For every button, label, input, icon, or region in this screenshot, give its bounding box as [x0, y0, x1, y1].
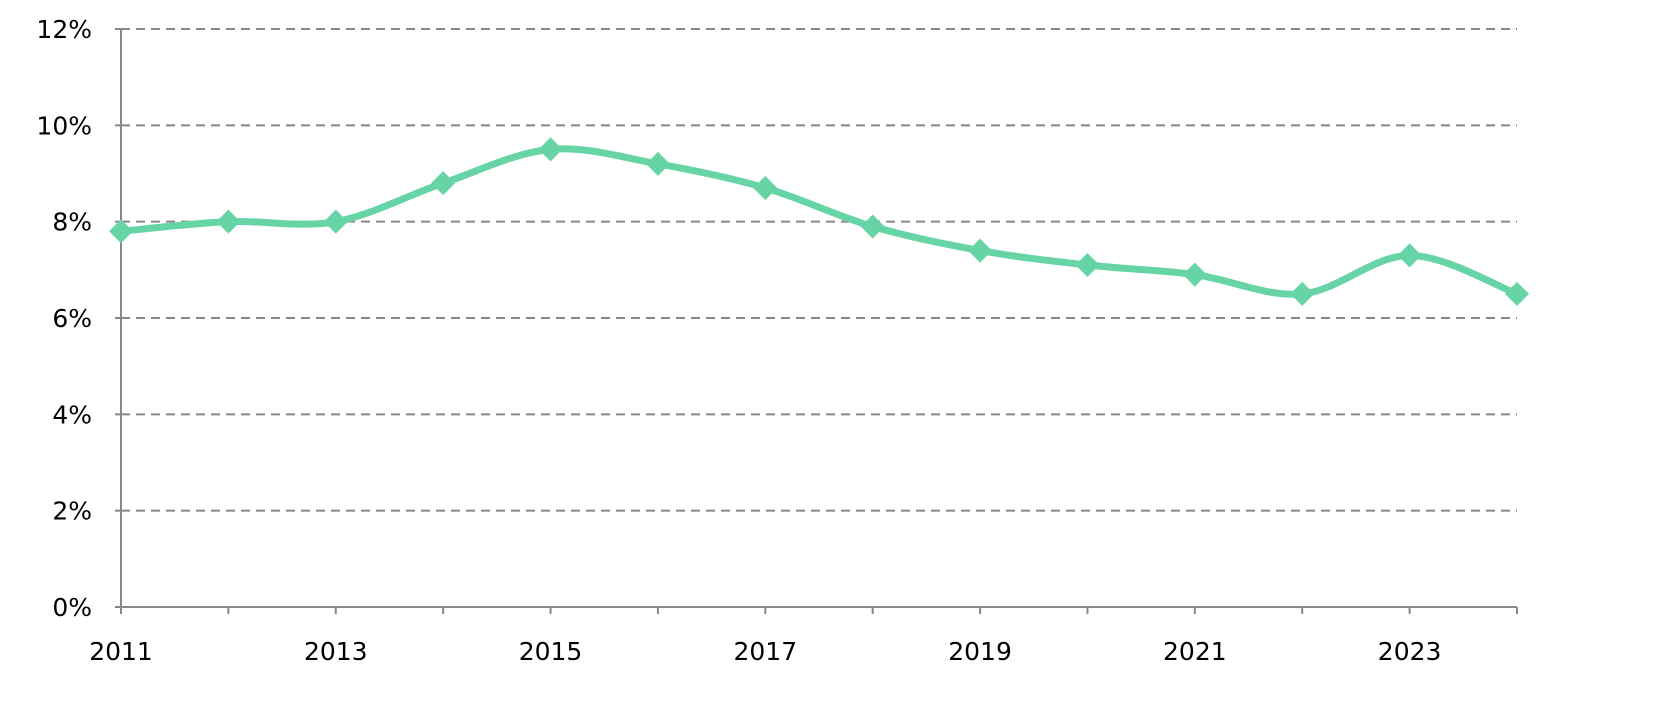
- data-point-marker: [860, 214, 885, 239]
- y-tick-label: 2%: [52, 497, 92, 526]
- y-tick-label: 8%: [52, 208, 92, 237]
- data-point-marker: [431, 171, 456, 196]
- x-tick-label: 2023: [1378, 637, 1442, 666]
- x-tick-label: 2013: [304, 637, 368, 666]
- y-tick-label: 4%: [52, 400, 92, 429]
- x-tick-label: 2017: [733, 637, 797, 666]
- y-tick-label: 0%: [52, 593, 92, 622]
- data-point-marker: [1397, 243, 1422, 268]
- x-tick-label: 2021: [1163, 637, 1227, 666]
- x-tick-label: 2019: [948, 637, 1012, 666]
- x-tick-label: 2015: [519, 637, 583, 666]
- data-point-marker: [1290, 281, 1315, 306]
- data-point-marker: [216, 209, 241, 234]
- data-point-marker: [753, 175, 778, 200]
- data-point-marker: [109, 219, 133, 244]
- data-point-marker: [1182, 262, 1207, 287]
- data-point-marker: [968, 238, 993, 263]
- data-point-marker: [645, 151, 670, 176]
- y-tick-label: 6%: [52, 304, 92, 333]
- data-point-marker: [538, 137, 563, 162]
- y-tick-label: 10%: [36, 111, 92, 140]
- x-tick-label: 2011: [89, 637, 153, 666]
- data-point-marker: [1505, 281, 1529, 306]
- data-point-marker: [1075, 253, 1100, 278]
- y-tick-label: 12%: [36, 15, 92, 44]
- data-point-marker: [323, 209, 348, 234]
